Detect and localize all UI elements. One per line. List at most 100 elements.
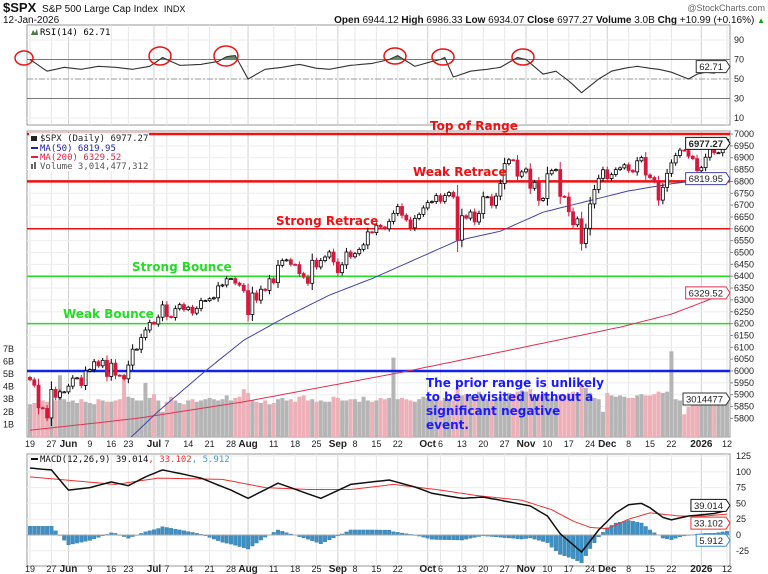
macd-histogram-bar xyxy=(305,534,310,540)
volume-bar xyxy=(682,414,687,437)
macd-histogram-bar xyxy=(643,526,648,536)
close-label: Close xyxy=(527,15,555,26)
candle-body xyxy=(357,249,362,255)
candle-body xyxy=(152,322,156,325)
date-tick-label: Aug xyxy=(238,564,257,574)
date-tick-label: 27 xyxy=(46,564,56,574)
candle-body xyxy=(271,278,276,283)
date-tick-label: Sep xyxy=(329,439,347,450)
rsi-annotation-circles xyxy=(14,45,535,67)
candle-body xyxy=(49,389,54,419)
macd-histogram-bar xyxy=(665,534,670,540)
volume-bar xyxy=(139,400,144,437)
volume-bar xyxy=(451,400,456,437)
candle-body xyxy=(592,189,597,205)
rsi-overbought-fill xyxy=(160,55,524,59)
candle-body xyxy=(579,218,584,244)
volume-bar xyxy=(181,404,186,437)
candle-body xyxy=(92,361,97,370)
macd-legend: MACD(12,26,9) 39.014, 33.102, 5.912 xyxy=(31,455,230,465)
macd-histogram-bar xyxy=(374,529,379,536)
open-value: 6944.12 xyxy=(362,15,399,26)
price-tick-label: 6250 xyxy=(734,307,754,317)
volume-bar xyxy=(122,376,127,437)
macd-histogram-bar xyxy=(233,534,238,546)
candle-body xyxy=(233,278,238,284)
volume-bar xyxy=(438,400,443,437)
candle-body xyxy=(177,304,182,310)
volume-tick-label: 3B xyxy=(3,394,14,404)
volume-bar xyxy=(365,400,370,437)
candle-body xyxy=(58,391,62,398)
candle-body xyxy=(412,217,417,229)
volume-bar xyxy=(635,395,640,437)
volume-bar xyxy=(301,395,306,437)
volume-bar xyxy=(515,391,520,437)
volume-bar xyxy=(293,401,298,437)
candle-body xyxy=(447,192,451,197)
volume-bar xyxy=(613,396,618,437)
candle-body xyxy=(511,159,516,162)
volume-label: Volume xyxy=(596,15,632,26)
macd-value: MACD(12,26,9) 39.014 xyxy=(40,455,148,465)
exchange: INDX xyxy=(164,4,186,14)
macd-legend-text: MACD(12,26,9) 39.014, 33.102, 5.912 xyxy=(40,455,230,465)
volume-bar xyxy=(417,399,422,437)
macd-histogram-bar xyxy=(447,534,451,540)
histogram-value: , 5.912 xyxy=(192,455,230,465)
candle-body xyxy=(293,263,298,266)
level-label-strong-bounce: Strong Bounce xyxy=(132,260,232,274)
candle-body xyxy=(314,259,319,268)
date-tick-label: 18 xyxy=(290,439,300,449)
date-tick-label: 22 xyxy=(393,564,403,574)
volume-bar xyxy=(536,395,541,437)
open-label: Open xyxy=(334,15,360,26)
macd-histogram-bar xyxy=(459,534,464,541)
chg-value: +10.99 (+0.16%) xyxy=(680,15,755,26)
candle-body xyxy=(267,278,272,291)
volume-bar xyxy=(618,395,623,437)
volume-bar xyxy=(545,395,550,437)
moving-averages xyxy=(29,176,728,437)
volume-value: 3.0B xyxy=(634,15,655,26)
volume-bar xyxy=(434,399,439,437)
volume-bar xyxy=(258,402,263,437)
volume-bar xyxy=(643,395,648,437)
volume-bar xyxy=(194,401,199,437)
macd-histogram-bar xyxy=(558,534,563,555)
volume-bar xyxy=(562,395,567,437)
volume-bar xyxy=(703,394,708,437)
date-tick-label: Dec xyxy=(598,439,617,450)
candle-body xyxy=(100,359,105,367)
volume-bar xyxy=(686,406,691,437)
volume-bar xyxy=(370,401,375,437)
candle-body xyxy=(237,282,242,286)
volume-tick-label: 2B xyxy=(3,407,14,417)
volume-bar xyxy=(571,391,576,437)
date-tick-label: 15 xyxy=(371,564,381,574)
chart-header: $SPX S&P 500 Large Cap Index INDX xyxy=(3,0,185,15)
date-tick-label: 19 xyxy=(25,439,35,449)
macd-histogram-bar xyxy=(49,526,54,536)
note-line: to be revisited without a xyxy=(426,390,593,404)
volume-bar xyxy=(425,397,430,437)
candle-body xyxy=(455,196,460,241)
volume-bar xyxy=(190,399,195,437)
price-legend: $SPX (Daily) 6977.27 MA(50) 6819.95 MA(2… xyxy=(29,133,149,172)
volume-bar xyxy=(724,399,729,437)
candle-body xyxy=(194,308,199,314)
macd-histogram-bar xyxy=(28,526,32,536)
volume-bar xyxy=(374,400,379,437)
date-tick-label: 15 xyxy=(645,439,655,449)
candle-body xyxy=(673,155,678,164)
volume-bar xyxy=(130,397,135,437)
volume-bar xyxy=(199,400,204,437)
candle-body xyxy=(605,169,610,179)
date-tick-label: Jul xyxy=(147,564,162,574)
date-tick-label: Jul xyxy=(147,439,162,450)
candle-body xyxy=(370,231,374,234)
price-tick-label: 6850 xyxy=(734,165,754,175)
price-tag: 6977.27 xyxy=(689,139,723,150)
macd-histogram-bar xyxy=(220,534,225,543)
